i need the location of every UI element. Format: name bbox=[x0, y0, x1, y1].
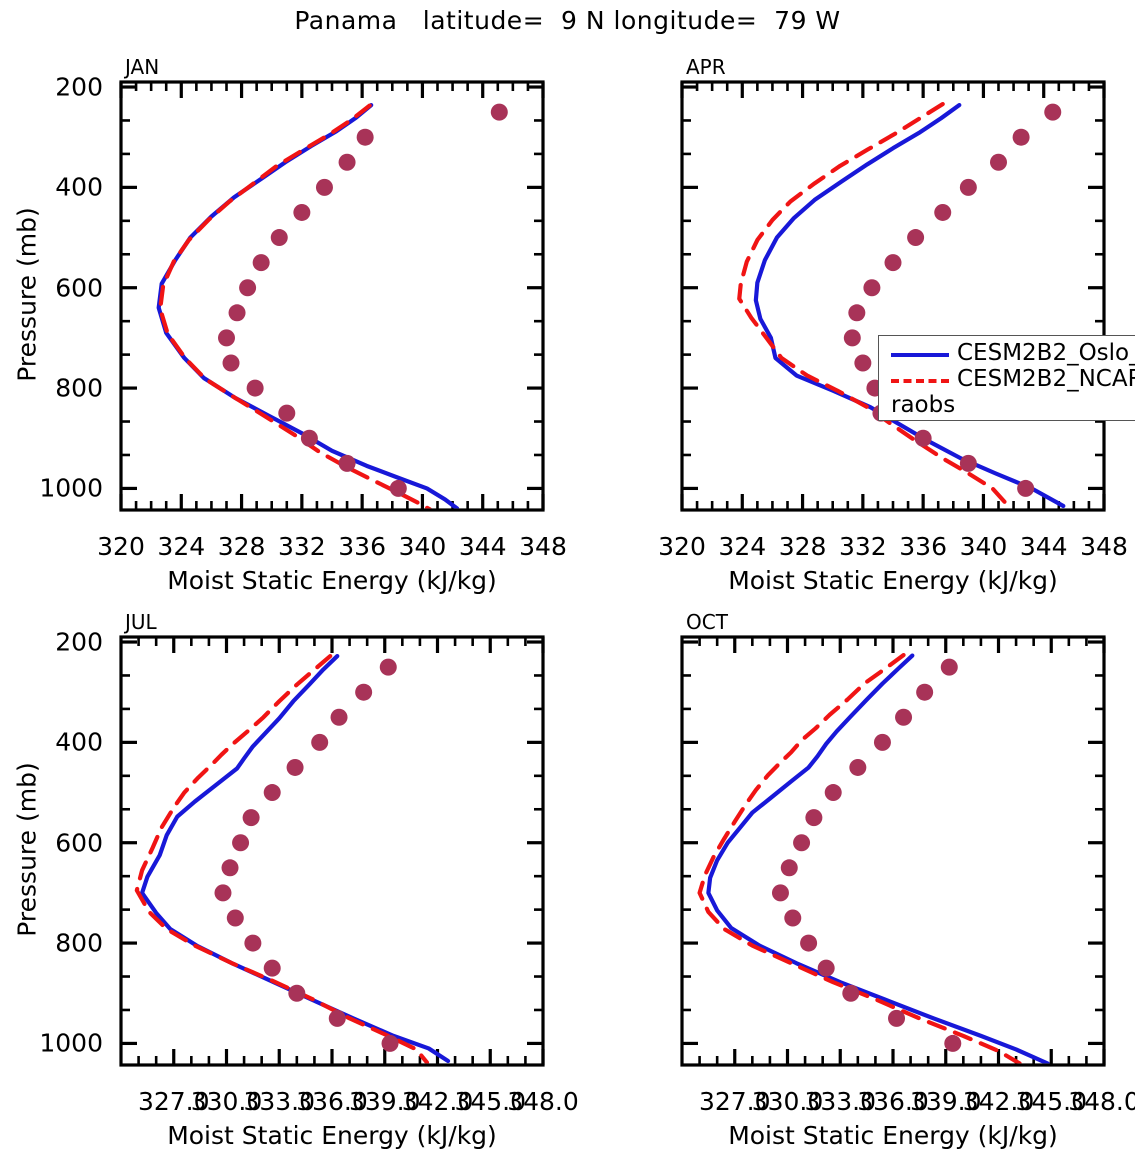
x-tick-label: 327.0 bbox=[698, 1087, 771, 1116]
x-tick-label: 328 bbox=[778, 532, 827, 561]
x-tick-label: 330.0 bbox=[190, 1087, 263, 1116]
x-tick-label: 344 bbox=[458, 532, 507, 561]
y-tick-label: 600 bbox=[55, 828, 103, 858]
y-tick-label: 600 bbox=[55, 273, 103, 303]
x-tick-label: 340 bbox=[398, 532, 447, 561]
legend-label: CESM2B2_Oslo_ bbox=[957, 340, 1135, 366]
y-tick-label: 1000 bbox=[39, 1028, 103, 1058]
x-tick-label: 339.0 bbox=[348, 1087, 421, 1116]
x-tick-label: 348 bbox=[519, 532, 567, 561]
legend-swatch-solid bbox=[891, 353, 949, 357]
x-tick-label: 340 bbox=[959, 532, 1008, 561]
x-tick-label: 344 bbox=[1019, 532, 1068, 561]
legend-label: CESM2B2_NCAR_ bbox=[957, 366, 1135, 392]
x-tick-label: 345.0 bbox=[454, 1087, 527, 1116]
x-tick-label: 330.0 bbox=[751, 1087, 824, 1116]
figure-title: Panama latitude= 9 N longitude= 79 W bbox=[294, 6, 841, 35]
x-tick-label: 327.0 bbox=[137, 1087, 210, 1116]
y-tick-label: 200 bbox=[55, 72, 103, 102]
x-tick-label: 339.0 bbox=[909, 1087, 982, 1116]
x-tick-label: 348 bbox=[1080, 532, 1128, 561]
panel-title-oct: OCT bbox=[686, 610, 728, 634]
x-tick-label: 328 bbox=[217, 532, 266, 561]
x-axis-label: Moist Static Energy (kJ/kg) bbox=[728, 566, 1058, 595]
legend-label: raobs bbox=[891, 392, 956, 418]
x-tick-label: 348.0 bbox=[507, 1087, 579, 1116]
y-tick-label: 800 bbox=[55, 373, 103, 403]
legend: CESM2B2_Oslo_CESM2B2_NCAR_raobs bbox=[878, 335, 1135, 421]
legend-entry: CESM2B2_NCAR_ bbox=[879, 366, 1135, 394]
panel-title-jul: JUL bbox=[125, 610, 157, 634]
panel-title-apr: APR bbox=[686, 55, 726, 79]
x-tick-label: 336 bbox=[899, 532, 947, 561]
x-axis-label: Moist Static Energy (kJ/kg) bbox=[167, 566, 497, 595]
x-tick-label: 336.0 bbox=[296, 1087, 368, 1116]
x-tick-label: 333.0 bbox=[243, 1087, 316, 1116]
x-tick-label: 336 bbox=[338, 532, 386, 561]
x-tick-label: 324 bbox=[157, 532, 206, 561]
x-tick-label: 333.0 bbox=[804, 1087, 877, 1116]
y-tick-label: 800 bbox=[55, 928, 103, 958]
x-tick-label: 336.0 bbox=[857, 1087, 929, 1116]
y-tick-label: 400 bbox=[55, 172, 103, 202]
x-tick-label: 342.0 bbox=[962, 1087, 1035, 1116]
y-tick-label: 1000 bbox=[39, 473, 103, 503]
x-tick-label: 345.0 bbox=[1015, 1087, 1088, 1116]
y-tick-label: 200 bbox=[55, 627, 103, 657]
panel-title-jan: JAN bbox=[125, 55, 160, 79]
x-tick-label: 332 bbox=[277, 532, 326, 561]
y-tick-label: 400 bbox=[55, 727, 103, 757]
x-tick-label: 342.0 bbox=[401, 1087, 474, 1116]
x-tick-label: 320 bbox=[97, 532, 145, 561]
legend-swatch-dashed bbox=[891, 379, 949, 383]
x-tick-label: 332 bbox=[838, 532, 887, 561]
x-tick-label: 324 bbox=[718, 532, 767, 561]
x-tick-label: 348.0 bbox=[1068, 1087, 1135, 1116]
x-tick-label: 320 bbox=[658, 532, 706, 561]
legend-entry: CESM2B2_Oslo_ bbox=[879, 340, 1135, 368]
x-axis-label: Moist Static Energy (kJ/kg) bbox=[728, 1121, 1058, 1150]
legend-entry: raobs bbox=[879, 392, 1135, 420]
